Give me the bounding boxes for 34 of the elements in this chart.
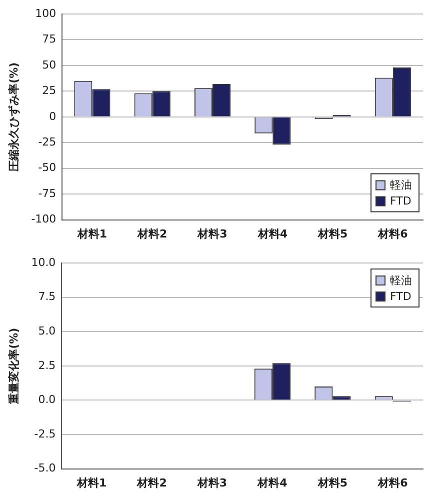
y-tick-label: 50 — [42, 58, 56, 72]
x-tick-label: 材料5 — [316, 476, 348, 490]
x-tick-label: 材料2 — [136, 227, 168, 240]
y-tick-label: 7.5 — [38, 290, 56, 304]
x-tick-label: 材料1 — [76, 227, 108, 240]
y-tick-label: -2.5 — [34, 427, 56, 440]
x-tick-label: 材料3 — [196, 476, 228, 490]
x-tick-label: 材料3 — [196, 227, 228, 240]
legend-label: FTD — [390, 194, 412, 208]
x-tick-label: 材料6 — [377, 476, 408, 490]
legend-label: 軽油 — [390, 274, 412, 287]
y-tick-label: 100 — [35, 6, 56, 20]
y-tick-label: -75 — [38, 186, 56, 200]
y-tick-label: -5.0 — [34, 462, 56, 475]
y-tick-label: 25 — [42, 84, 56, 98]
x-tick-label: 材料4 — [256, 476, 288, 490]
y-tick-label: -50 — [38, 161, 56, 174]
y-axis-title: 重量変化率(%) — [7, 328, 20, 405]
y-tick-label: -25 — [38, 135, 56, 148]
y-tick-label: 2.5 — [38, 358, 56, 372]
y-tick-label: 0.0 — [38, 393, 56, 406]
y-tick-label: 5.0 — [38, 324, 56, 338]
y-tick-label: 75 — [42, 32, 56, 46]
x-tick-label: 材料2 — [136, 476, 167, 490]
legend-label: 軽油 — [390, 178, 412, 192]
x-tick-label: 材料1 — [76, 476, 107, 490]
x-tick-label: 材料6 — [377, 227, 408, 240]
legend-label: FTD — [390, 290, 412, 303]
y-tick-label: 0 — [49, 110, 56, 123]
y-tick-label: -100 — [31, 212, 56, 226]
y-tick-label: 10.0 — [31, 256, 56, 269]
x-tick-label: 材料5 — [316, 227, 348, 240]
x-tick-label: 材料4 — [256, 227, 288, 240]
y-axis-title: 圧縮永久ひずみ率(%) — [7, 62, 20, 172]
